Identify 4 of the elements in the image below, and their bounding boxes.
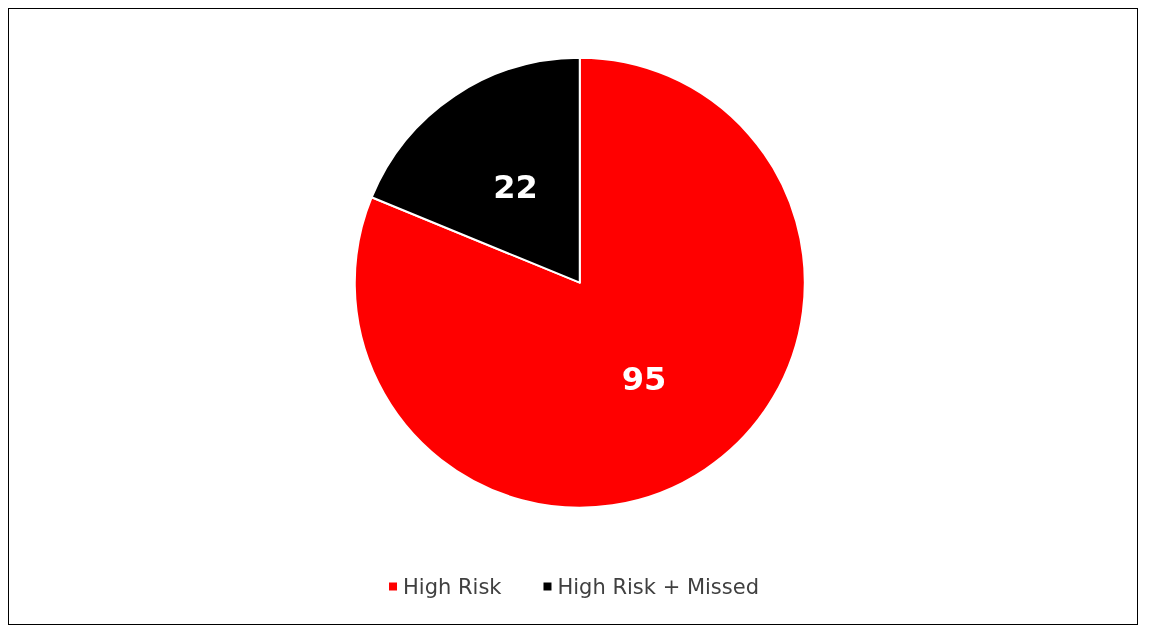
data-label: 95 [621,359,667,398]
legend-label: High Risk [403,574,503,599]
legend-label: High Risk + Missed [557,574,759,599]
data-label: 22 [493,167,538,206]
